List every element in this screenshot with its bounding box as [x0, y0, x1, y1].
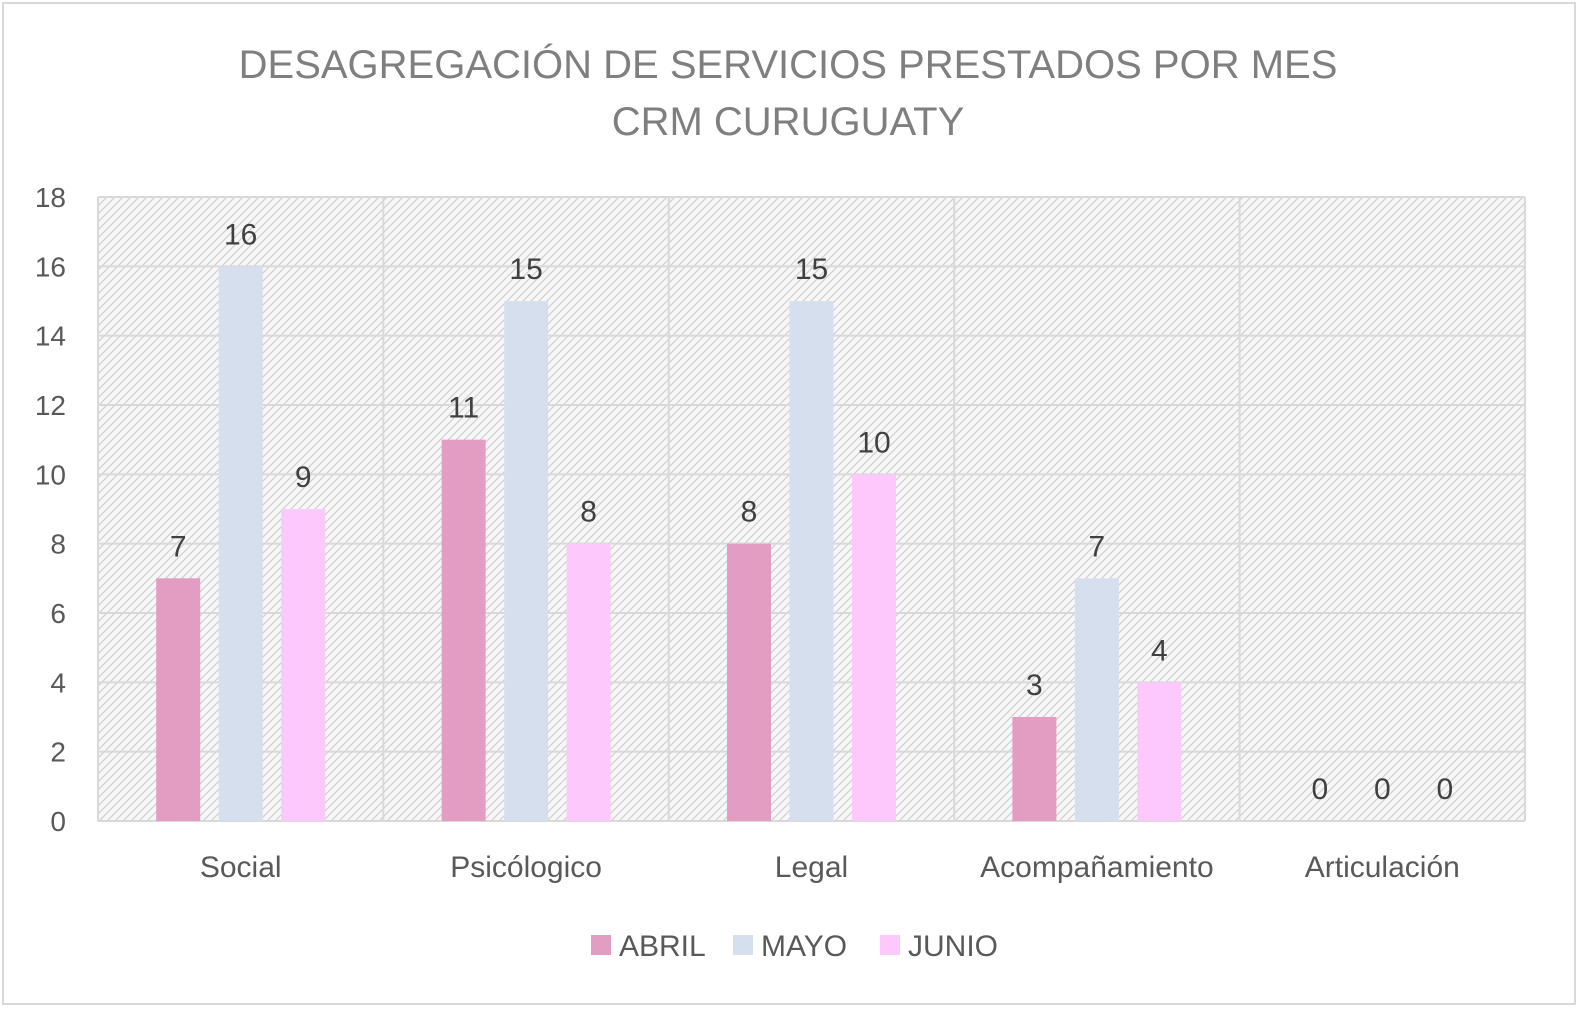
data-label: 8	[580, 496, 597, 529]
x-tick-label: Social	[200, 851, 282, 884]
x-axis: Social Psicólogico Legal Acompañamiento Arti…	[200, 851, 1460, 884]
bar-mayo	[504, 301, 549, 821]
legend-swatch-junio	[880, 935, 900, 955]
legend-swatch-mayo	[733, 935, 753, 955]
data-label: 0	[1311, 773, 1328, 806]
bar-abril	[1012, 717, 1057, 821]
bar-mayo	[789, 301, 834, 821]
x-tick-label: Psicólogico	[450, 851, 602, 884]
legend-label-mayo: MAYO	[761, 930, 847, 963]
legend-label-junio: JUNIO	[908, 930, 998, 963]
x-tick-label: Legal	[775, 851, 848, 884]
y-tick-label: 14	[35, 321, 66, 352]
x-tick-label: Acompañamiento	[980, 851, 1213, 884]
bars	[156, 266, 1182, 821]
data-label: 7	[170, 530, 187, 563]
legend: ABRIL MAYO JUNIO	[591, 930, 998, 963]
y-tick-label: 10	[35, 459, 66, 490]
bar-junio	[281, 509, 326, 821]
y-axis: 0 2 4 6 8 10 12 14 16 18	[35, 182, 66, 837]
bar-abril	[727, 543, 771, 821]
legend-label-abril: ABRIL	[619, 930, 706, 963]
bar-junio	[852, 474, 896, 821]
data-labels: 7 16 9 11 15 8 8 15 10 3 7 4 0 0 0	[170, 218, 1453, 806]
data-label: 10	[857, 426, 890, 459]
data-label: 7	[1089, 530, 1106, 563]
data-label: 15	[509, 253, 542, 286]
data-label: 15	[795, 253, 828, 286]
bar-abril	[156, 578, 201, 821]
y-tick-label: 12	[35, 390, 66, 421]
y-tick-label: 18	[35, 182, 66, 213]
data-label: 0	[1374, 773, 1391, 806]
data-label: 8	[741, 496, 758, 529]
data-label: 3	[1026, 669, 1043, 702]
bar-mayo	[218, 266, 263, 821]
y-tick-label: 4	[50, 667, 66, 698]
y-tick-label: 6	[50, 598, 66, 629]
data-label: 11	[448, 392, 479, 425]
x-tick-label: Articulación	[1305, 851, 1460, 884]
y-tick-label: 16	[35, 251, 66, 282]
y-tick-label: 0	[50, 806, 66, 837]
data-label: 4	[1151, 634, 1168, 667]
bar-junio	[1137, 682, 1182, 821]
chart-subtitle: CRM CURUGUATY	[612, 100, 965, 144]
bar-chart: DESAGREGACIÓN DE SERVICIOS PRESTADOS POR…	[35, 42, 1526, 963]
bar-mayo	[1074, 578, 1119, 821]
data-label: 0	[1436, 773, 1453, 806]
data-label: 16	[224, 218, 257, 251]
y-tick-label: 8	[50, 529, 66, 560]
y-tick-label: 2	[50, 737, 66, 768]
legend-swatch-abril	[591, 935, 611, 955]
bar-abril	[441, 439, 486, 821]
bar-junio	[566, 543, 611, 821]
chart-title: DESAGREGACIÓN DE SERVICIOS PRESTADOS POR…	[239, 42, 1338, 87]
data-label: 9	[295, 461, 312, 494]
